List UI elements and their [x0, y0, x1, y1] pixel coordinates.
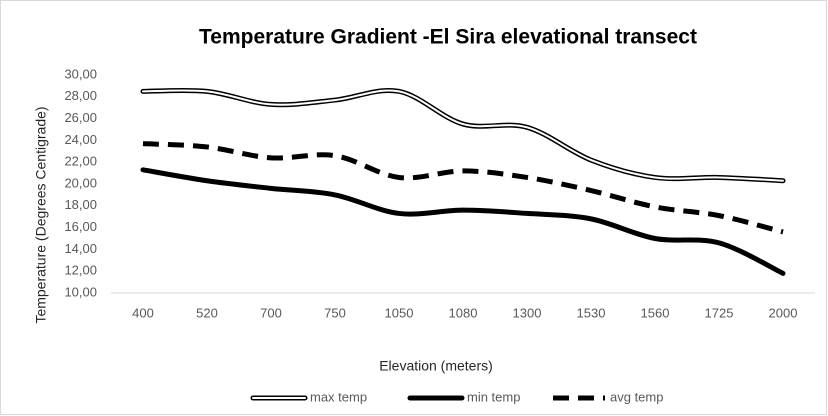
x-tick-label: 1530 [577, 305, 606, 320]
legend-label: min temp [467, 389, 520, 404]
legend-label: avg temp [610, 389, 663, 404]
legend-label: max temp [310, 389, 367, 404]
y-tick-label: 14,00 [64, 241, 97, 256]
chart-title: Temperature Gradient -El Sira elevationa… [199, 26, 697, 49]
y-axis-title: Temperature (Degrees Centigrade) [33, 106, 49, 323]
x-tick-label: 750 [324, 305, 346, 320]
y-tick-label: 10,00 [64, 284, 97, 299]
x-tick-label: 1300 [513, 305, 542, 320]
y-tick-label: 18,00 [64, 197, 97, 212]
x-tick-label: 1080 [449, 305, 478, 320]
y-tick-label: 28,00 [64, 88, 97, 103]
x-tick-label: 520 [196, 305, 218, 320]
x-tick-label: 1050 [385, 305, 414, 320]
y-tick-label: 24,00 [64, 132, 97, 147]
y-tick-label: 22,00 [64, 154, 97, 169]
line [142, 141, 784, 235]
y-tick-label: 20,00 [64, 175, 97, 190]
line-inner [142, 89, 784, 182]
y-tick-label: 26,00 [64, 110, 97, 125]
x-tick-label: 1560 [641, 305, 670, 320]
y-tick-label: 12,00 [64, 263, 97, 278]
x-axis-title: Elevation (meters) [379, 358, 493, 374]
x-tick-label: 700 [260, 305, 282, 320]
line [140, 167, 786, 276]
x-tick-label: 2000 [769, 305, 798, 320]
x-tick-label: 1725 [705, 305, 734, 320]
x-tick-label: 400 [132, 305, 154, 320]
y-tick-label: 30,00 [64, 66, 97, 81]
y-tick-label: 16,00 [64, 219, 97, 234]
